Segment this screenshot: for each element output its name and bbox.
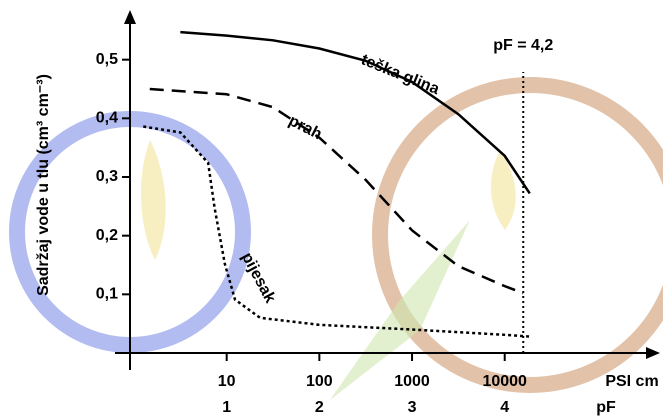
y-axis-arrow: [124, 10, 136, 24]
reference-label: pF = 4,2: [493, 37, 553, 54]
x2-tick-label: 2: [315, 399, 324, 416]
x-tick-label: 10000: [482, 373, 527, 390]
y-tick-label: 0,2: [96, 227, 118, 244]
y-tick-label: 0,4: [96, 110, 118, 127]
x2-tick-label: 4: [500, 399, 509, 416]
y-tick-label: 0,1: [96, 286, 118, 303]
series-line: [149, 87, 524, 295]
logo-wheat: [490, 150, 516, 230]
x-tick-label: 10: [218, 373, 236, 390]
x-axis-label: PSI cm: [605, 373, 658, 390]
series-label: prah: [286, 112, 325, 143]
series-label: teška glina: [359, 51, 442, 98]
series-label: pijesak: [238, 250, 279, 306]
x-axis-arrow: [646, 347, 660, 359]
y-axis-label: Sadržaj vode u tlu (cm³ cm⁻³): [35, 74, 52, 296]
series-line: [143, 125, 530, 338]
logo-leaf: [330, 220, 470, 400]
x2-tick-label: 1: [222, 399, 231, 416]
y-tick-label: 0,5: [96, 51, 118, 68]
y-tick-label: 0,3: [96, 168, 118, 185]
x2-tick-label: 3: [408, 399, 417, 416]
logo-wheat: [140, 140, 166, 260]
x-tick-label: 100: [306, 373, 333, 390]
x-tick-label: 1000: [394, 373, 430, 390]
x2-axis-label: pF: [596, 399, 616, 416]
series-line: [180, 30, 531, 195]
logo-ring: [372, 77, 663, 393]
